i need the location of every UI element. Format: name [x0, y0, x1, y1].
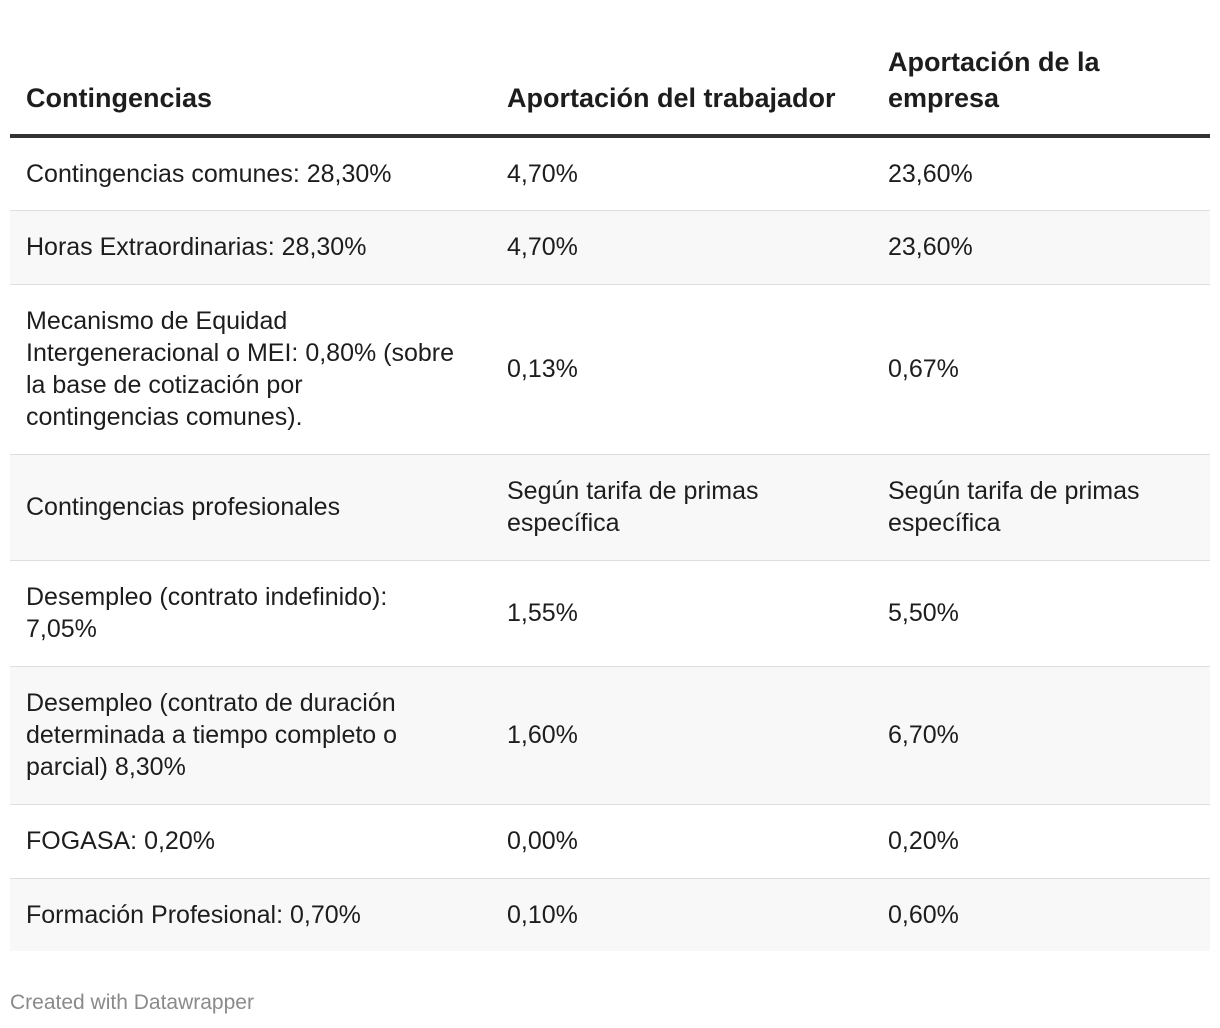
- table-row: FOGASA: 0,20% 0,00% 0,20%: [10, 804, 1210, 879]
- table-row: Formación Profesional: 0,70% 0,10% 0,60%: [10, 878, 1210, 951]
- cell-contingency: Contingencias profesionales: [10, 454, 491, 561]
- column-header-empresa: Aportación de la empresa: [872, 0, 1210, 138]
- cell-contingency: FOGASA: 0,20%: [10, 804, 491, 879]
- cell-worker-contribution: 0,00%: [491, 804, 872, 879]
- table-row: Desempleo (contrato de duración determin…: [10, 666, 1210, 805]
- column-header-contingencias: Contingencias: [10, 0, 491, 138]
- cell-company-contribution: 0,60%: [872, 878, 1210, 951]
- cell-contingency: Mecanismo de Equidad Intergeneracional o…: [10, 284, 491, 455]
- header-row: Contingencias Aportación del trabajador Ap…: [10, 0, 1210, 138]
- cell-company-contribution: 0,67%: [872, 284, 1210, 455]
- table-body: Contingencias comunes: 28,30% 4,70% 23,60%…: [10, 136, 1210, 951]
- cell-worker-contribution: 0,10%: [491, 878, 872, 951]
- table-row: Desempleo (contrato indefinido): 7,05% 1,…: [10, 560, 1210, 667]
- cell-company-contribution: 0,20%: [872, 804, 1210, 879]
- cell-worker-contribution: 1,60%: [491, 666, 872, 805]
- table-row: Horas Extraordinarias: 28,30% 4,70% 23,60%: [10, 210, 1210, 285]
- cell-contingency: Formación Profesional: 0,70%: [10, 878, 491, 951]
- cell-contingency: Contingencias comunes: 28,30%: [10, 136, 491, 211]
- cell-company-contribution: 23,60%: [872, 136, 1210, 211]
- cell-worker-contribution: 1,55%: [491, 560, 872, 667]
- column-header-trabajador: Aportación del trabajador: [491, 0, 872, 138]
- cell-contingency: Desempleo (contrato indefinido): 7,05%: [10, 560, 491, 667]
- table-row: Contingencias comunes: 28,30% 4,70% 23,60%: [10, 136, 1210, 211]
- cell-worker-contribution: 4,70%: [491, 210, 872, 285]
- cell-company-contribution: 23,60%: [872, 210, 1210, 285]
- table-row: Contingencias profesionales Según tarifa …: [10, 454, 1210, 561]
- table-header: Contingencias Aportación del trabajador Ap…: [10, 0, 1210, 138]
- datawrapper-credit: Created with Datawrapper: [10, 991, 254, 1014]
- cell-company-contribution: 6,70%: [872, 666, 1210, 805]
- contributions-table: Contingencias Aportación del trabajador Ap…: [10, 0, 1210, 951]
- cell-company-contribution: 5,50%: [872, 560, 1210, 667]
- cell-worker-contribution: 4,70%: [491, 136, 872, 211]
- cell-worker-contribution: Según tarifa de primas específica: [491, 454, 872, 561]
- cell-contingency: Horas Extraordinarias: 28,30%: [10, 210, 491, 285]
- data-table-container: Contingencias Aportación del trabajador Ap…: [10, 0, 1210, 951]
- cell-worker-contribution: 0,13%: [491, 284, 872, 455]
- cell-contingency: Desempleo (contrato de duración determin…: [10, 666, 491, 805]
- cell-company-contribution: Según tarifa de primas específica: [872, 454, 1210, 561]
- table-row: Mecanismo de Equidad Intergeneracional o…: [10, 284, 1210, 455]
